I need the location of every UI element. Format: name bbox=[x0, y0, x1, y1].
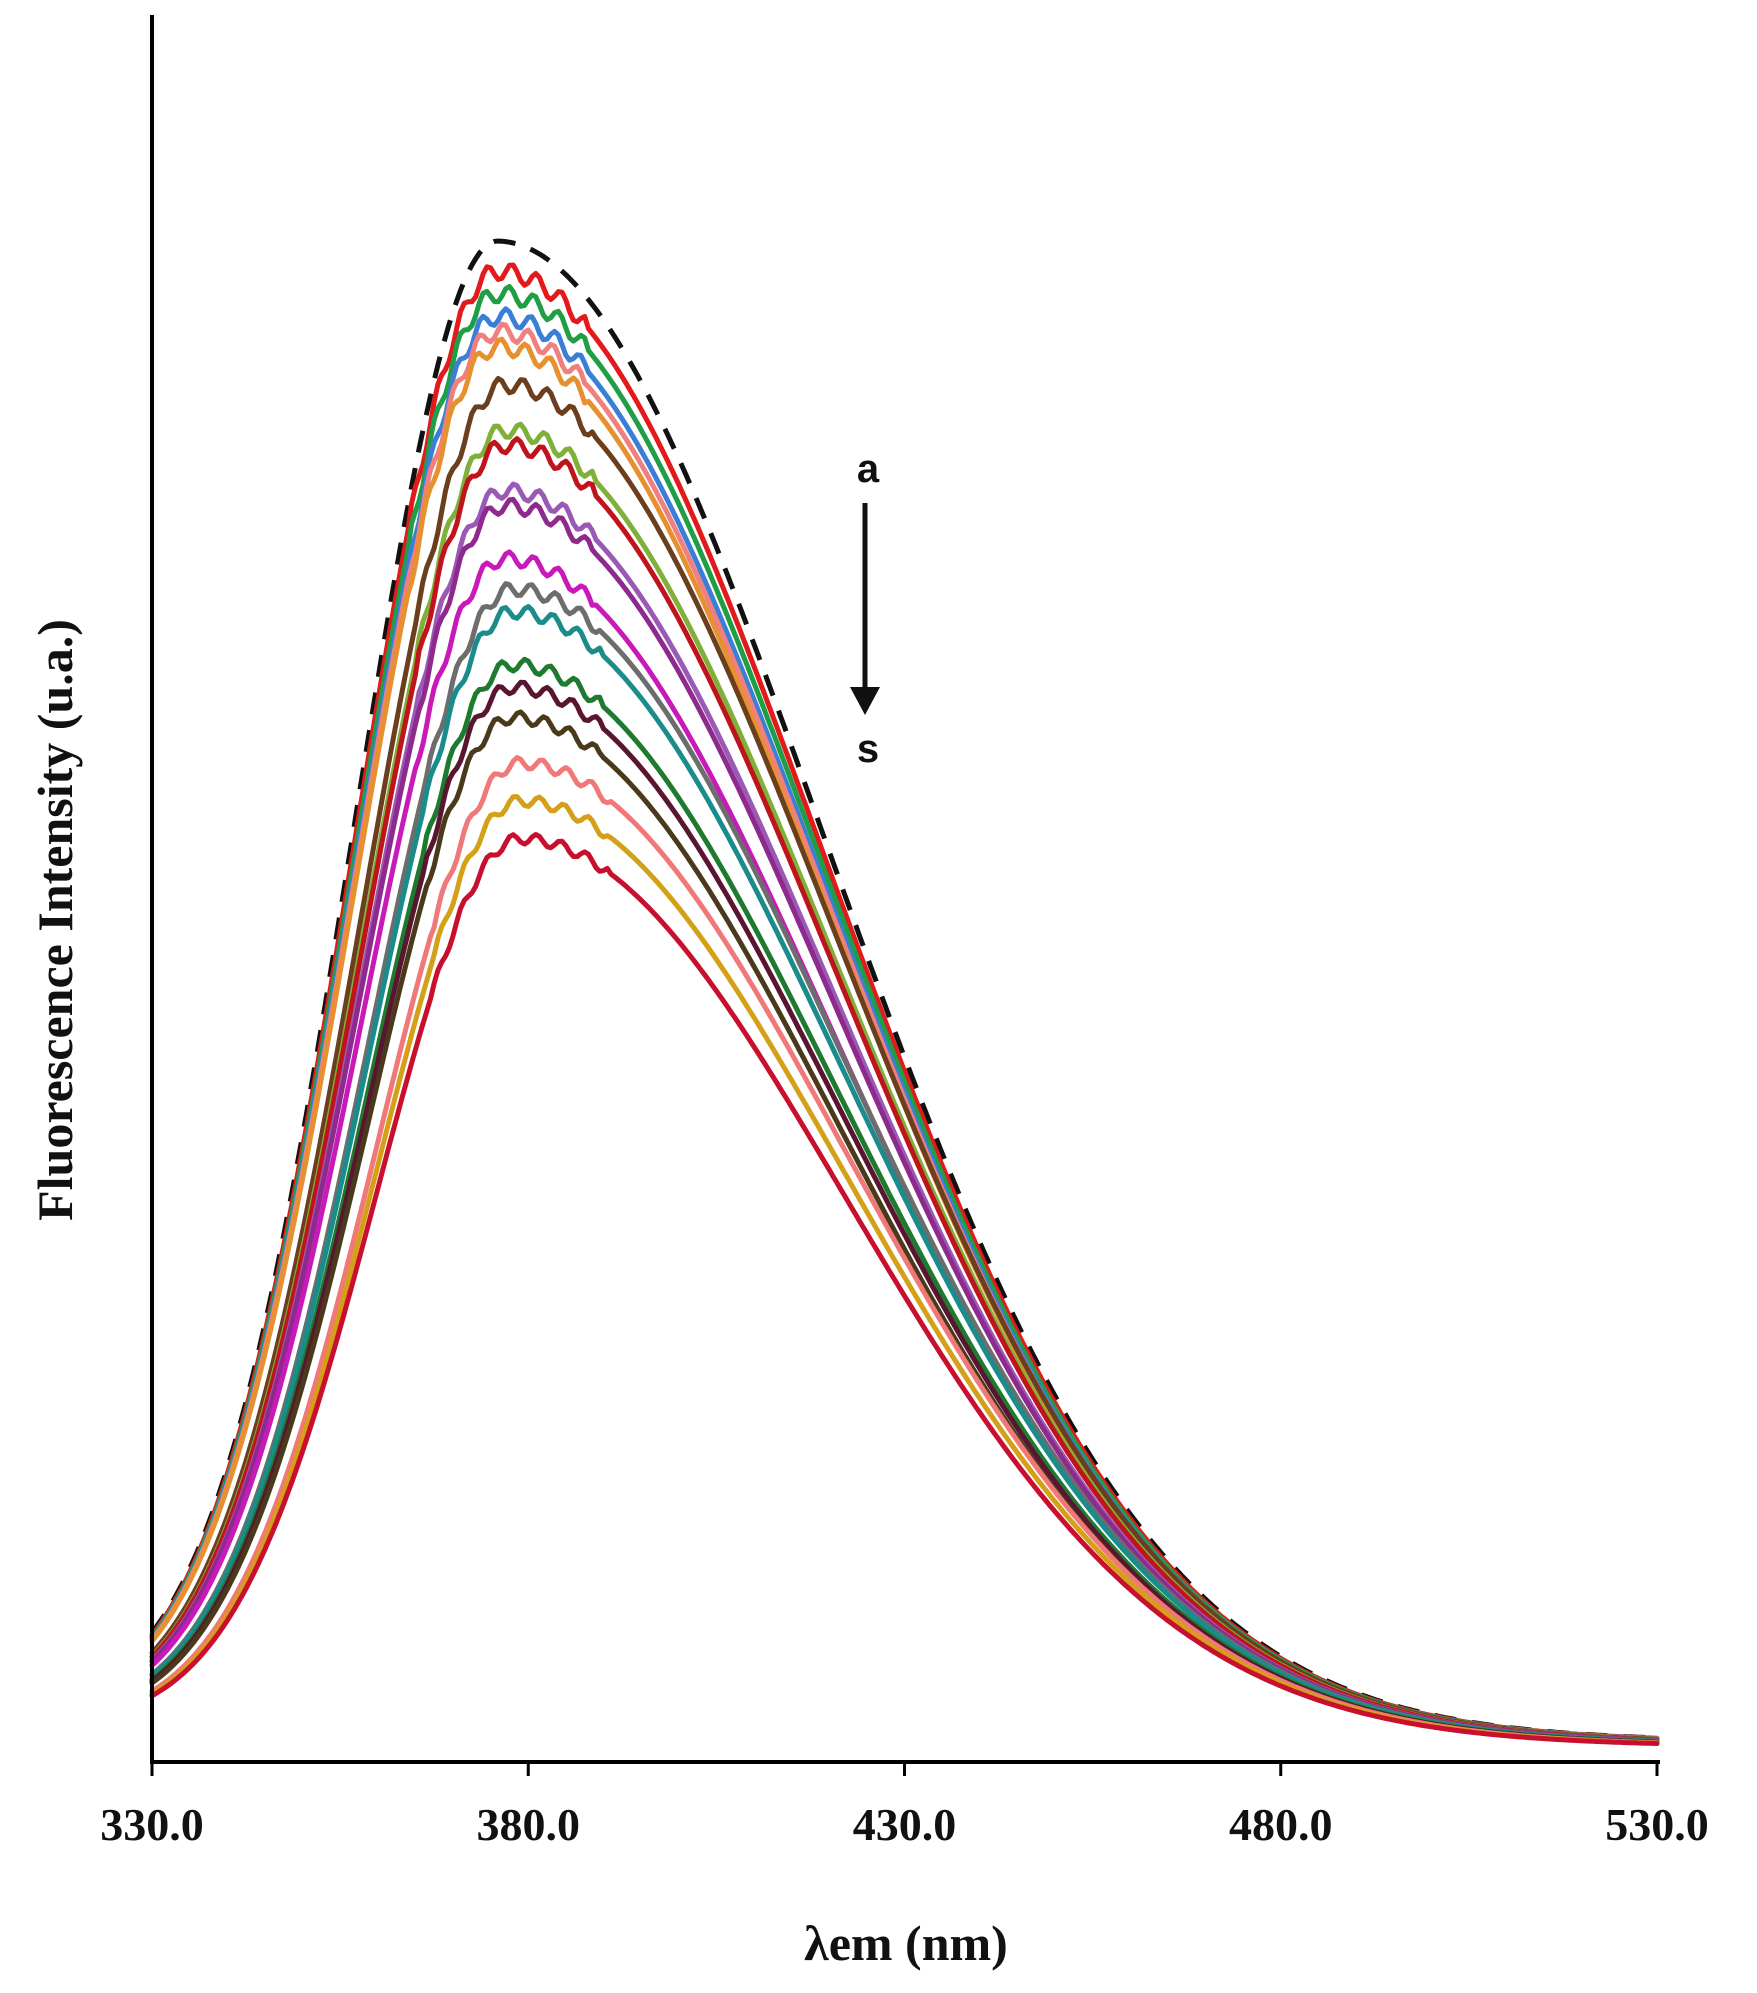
x-tick-label: 480.0 bbox=[1229, 1799, 1333, 1850]
x-tick-label: 330.0 bbox=[100, 1799, 204, 1850]
x-tick-label: 530.0 bbox=[1605, 1799, 1709, 1850]
series-line-d bbox=[149, 321, 1660, 1742]
x-tick-label: 430.0 bbox=[853, 1799, 957, 1850]
x-tick-label: 380.0 bbox=[477, 1799, 581, 1850]
plot-lines bbox=[149, 238, 1660, 1746]
trend-arrow-head-icon bbox=[850, 687, 880, 715]
arrow-label-top: a bbox=[857, 447, 880, 491]
series-line-j bbox=[149, 496, 1660, 1743]
x-axis-title: λem (nm) bbox=[804, 1915, 1008, 1971]
series-line-s bbox=[149, 832, 1660, 1746]
x-ticks: 330.0 380.0 430.0 480.0 530.0 bbox=[100, 1762, 1709, 1850]
arrow-label-bottom: s bbox=[857, 727, 879, 771]
y-axis-title: Fluorescence Intensity (u.a.) bbox=[27, 619, 83, 1221]
